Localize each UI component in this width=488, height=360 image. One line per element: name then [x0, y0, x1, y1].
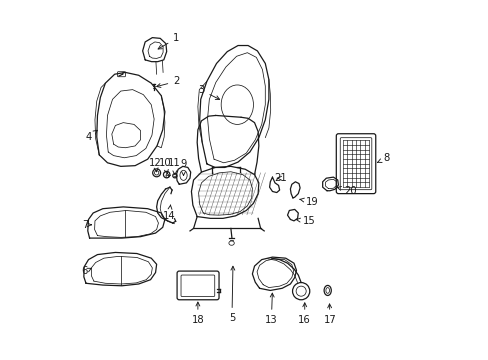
- Text: 15: 15: [296, 216, 315, 226]
- Text: 10: 10: [158, 158, 171, 174]
- Text: 18: 18: [191, 302, 204, 325]
- Text: 2: 2: [156, 76, 179, 87]
- Text: 6: 6: [81, 266, 91, 276]
- Text: 12: 12: [149, 158, 162, 172]
- Text: 8: 8: [377, 153, 388, 163]
- Text: 1: 1: [158, 33, 179, 49]
- Text: 16: 16: [298, 303, 310, 325]
- Text: 7: 7: [81, 220, 91, 230]
- Text: 14: 14: [163, 205, 175, 221]
- Text: 11: 11: [168, 158, 181, 175]
- Text: 4: 4: [85, 130, 97, 142]
- Text: 17: 17: [323, 304, 336, 325]
- Text: 9: 9: [180, 159, 186, 175]
- Text: 5: 5: [228, 266, 235, 323]
- Text: 21: 21: [273, 173, 286, 183]
- Text: 19: 19: [299, 197, 318, 207]
- Text: 20: 20: [337, 186, 356, 196]
- Text: 3: 3: [198, 85, 219, 99]
- Text: 13: 13: [264, 293, 277, 325]
